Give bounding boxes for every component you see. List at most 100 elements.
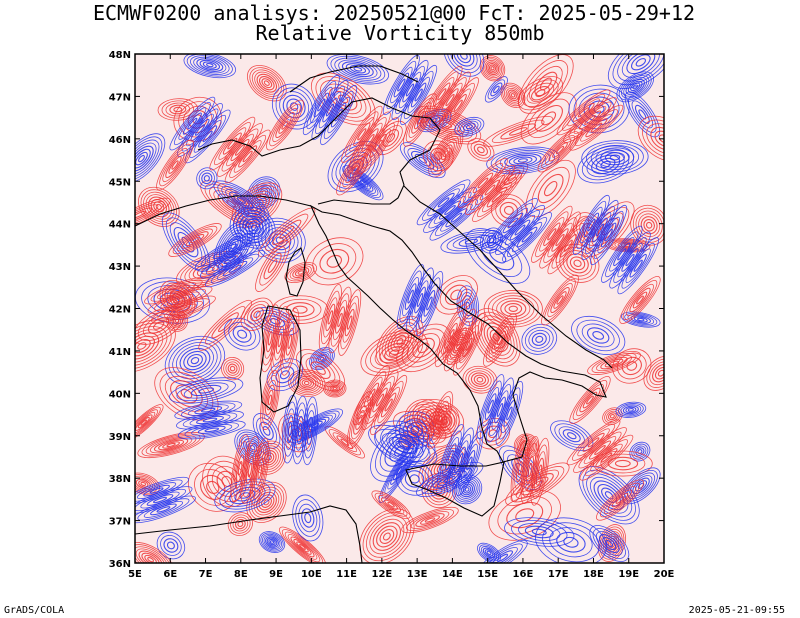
- x-tick-label: 18E: [583, 569, 604, 580]
- y-tick-label: 44N: [109, 220, 131, 231]
- positive-vorticity-cell: [346, 391, 374, 449]
- y-tick-label: 42N: [109, 305, 131, 316]
- positive-vorticity-cell: [150, 295, 216, 324]
- positive-vorticity-cell: [370, 374, 408, 436]
- negative-vorticity-cell: [183, 54, 237, 79]
- positive-vorticity-cell: [168, 223, 222, 257]
- positive-vorticity-cell: [280, 307, 300, 376]
- negative-vorticity-cell: [616, 71, 654, 103]
- negative-vorticity-cell: [535, 517, 607, 563]
- negative-vorticity-cell: [177, 420, 246, 440]
- positive-vorticity-cell: [375, 315, 424, 368]
- positive-vorticity-cell: [579, 434, 634, 481]
- y-tick-label: 36N: [109, 559, 131, 570]
- positive-vorticity-cell: [147, 286, 213, 314]
- x-tick-label: 20E: [654, 569, 675, 580]
- negative-vorticity-cell: [451, 474, 483, 505]
- positive-vorticity-cell: [279, 526, 326, 563]
- y-tick-label: 40N: [109, 389, 131, 400]
- positive-vorticity-cell: [135, 404, 164, 442]
- positive-vorticity-cell: [530, 437, 550, 506]
- french-coast: [135, 195, 312, 227]
- positive-vorticity-cell: [537, 127, 583, 173]
- x-tick-label: 7E: [199, 569, 213, 580]
- positive-vorticity-cell: [569, 104, 624, 151]
- negative-vorticity-cell: [429, 194, 484, 241]
- negative-vorticity-cell: [135, 495, 196, 524]
- negative-vorticity-cell: [577, 145, 634, 184]
- negative-vorticity-cell: [615, 401, 647, 418]
- positive-vorticity-cell: [371, 490, 411, 519]
- positive-vorticity-cell: [135, 319, 176, 373]
- positive-vorticity-cell: [137, 431, 205, 459]
- negative-vorticity-cell: [590, 204, 628, 266]
- positive-vorticity-cell: [467, 138, 495, 162]
- positive-vorticity-cell: [483, 116, 554, 147]
- negative-vorticity-cell: [617, 237, 659, 295]
- positive-vorticity-cell: [224, 129, 271, 184]
- footer-left: GrADS/COLA: [4, 605, 64, 616]
- negative-vorticity-cell: [455, 430, 484, 496]
- title-line-2: Relative Vorticity 850mb: [256, 21, 545, 45]
- negative-vorticity-cell: [395, 462, 434, 496]
- x-tick-label: 5E: [128, 569, 142, 580]
- negative-vorticity-cell: [399, 142, 446, 179]
- footer-right: 2025-05-21-09:55: [689, 605, 785, 616]
- positive-vorticity-cell: [619, 276, 661, 324]
- x-tick-label: 13E: [407, 569, 428, 580]
- positive-vorticity-cell: [637, 115, 664, 162]
- x-tick-label: 15E: [477, 569, 498, 580]
- vorticity-contours: [135, 54, 664, 563]
- negative-vorticity-cell: [454, 116, 485, 137]
- positive-vorticity-cell: [541, 274, 579, 326]
- negative-vorticity-cell: [495, 380, 524, 446]
- map-plot-area: 5E 6E 7E 8E 9E 10E 11E 12E 13E 14E 15E 16E 17E 18E 19E…: [109, 50, 675, 580]
- negative-vorticity-cell: [571, 315, 626, 355]
- y-tick-label: 39N: [109, 432, 131, 443]
- positive-vorticity-cell: [247, 65, 287, 102]
- sardinia-coastline: [259, 305, 302, 413]
- positive-vorticity-cell: [630, 204, 664, 246]
- x-tick-label: 10E: [301, 569, 322, 580]
- negative-vorticity-cell: [320, 84, 358, 146]
- positive-vorticity-cell: [338, 289, 362, 356]
- sicily-coastline: [405, 461, 505, 517]
- x-tick-label: 17E: [548, 569, 569, 580]
- negative-vorticity-cell: [135, 133, 166, 184]
- negative-vorticity-cell: [415, 270, 444, 336]
- lat-axis: 36N 37N 38N 39N 40N 41N 42N 43N 44N 45N 46N 47N 48N: [109, 50, 664, 570]
- positive-vorticity-cell: [437, 77, 479, 135]
- negative-vorticity-cell: [292, 494, 324, 542]
- negative-vorticity-cell: [443, 54, 485, 77]
- positive-vorticity-cell: [422, 140, 454, 172]
- positive-vorticity-cell: [479, 55, 506, 82]
- italy-coastline: [309, 204, 607, 463]
- positive-vorticity-cell: [643, 355, 664, 391]
- negative-vorticity-cell: [301, 396, 318, 466]
- positive-vorticity-cell: [500, 82, 526, 108]
- positive-vorticity-cell: [359, 508, 415, 563]
- y-tick-label: 43N: [109, 262, 131, 273]
- x-tick-label: 8E: [234, 569, 248, 580]
- positive-vorticity-cell: [612, 348, 652, 384]
- y-tick-label: 41N: [109, 347, 131, 358]
- y-tick-label: 37N: [109, 517, 131, 528]
- positive-vorticity-cell: [266, 99, 304, 151]
- negative-vorticity-cell: [213, 180, 270, 221]
- x-tick-label: 16E: [513, 569, 534, 580]
- title-line-1: ECMWF0200 analisys: 20250521@00 FcT: 202…: [93, 1, 695, 25]
- positive-vorticity-cell: [156, 139, 194, 191]
- positive-vorticity-cell: [305, 237, 364, 286]
- y-tick-label: 47N: [109, 92, 131, 103]
- negative-vorticity-cell: [258, 531, 286, 553]
- north-border-line: [289, 65, 419, 93]
- positive-vorticity-cell: [426, 391, 454, 449]
- positive-vorticity-cell: [198, 299, 252, 351]
- negative-vorticity-cell: [624, 91, 660, 138]
- positive-vorticity-cell: [596, 479, 644, 521]
- positive-vorticity-cell: [462, 365, 498, 394]
- negative-vorticity-cell: [223, 317, 261, 351]
- positive-vorticity-cell: [250, 437, 270, 506]
- positive-vorticity-cell: [483, 313, 517, 367]
